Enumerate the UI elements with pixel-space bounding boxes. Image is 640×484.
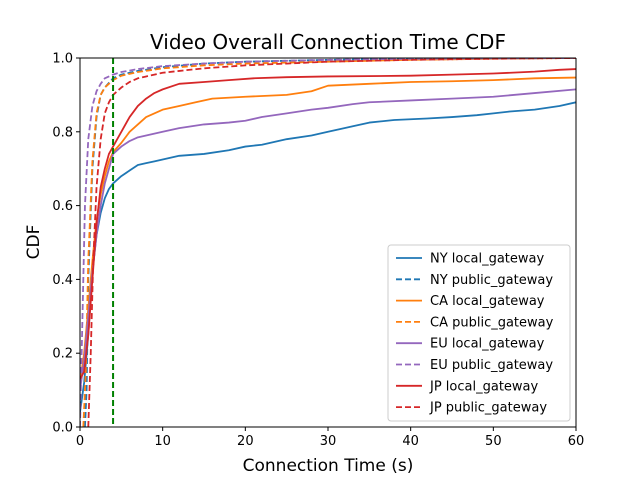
- series-line-6: [80, 68, 576, 380]
- legend-label-4: EU local_gateway: [430, 337, 545, 352]
- y-tick-label: 0.2: [52, 347, 73, 362]
- legend-label-1: NY public_gateway: [430, 273, 553, 288]
- legend-label-2: CA local_gateway: [430, 294, 545, 309]
- legend-label-3: CA public_gateway: [430, 315, 554, 330]
- legend: NY local_gateway NY public_gateway CA loca…: [387, 244, 571, 422]
- y-tick-label: 0.8: [52, 125, 73, 140]
- y-tick-label: 0.0: [52, 421, 73, 436]
- x-tick-label: 50: [485, 434, 502, 449]
- legend-label-0: NY local_gateway: [430, 252, 545, 267]
- legend-label-6: JP local_gateway: [429, 379, 539, 394]
- x-tick-label: 30: [320, 434, 337, 449]
- chart-title: Video Overall Connection Time CDF: [150, 30, 506, 54]
- legend-label-5: EU public_gateway: [430, 358, 553, 373]
- legend-label-7: JP public_gateway: [429, 401, 547, 416]
- y-tick-label: 0.6: [52, 199, 73, 214]
- y-tick-label: 1.0: [52, 52, 73, 67]
- series-layer: [80, 58, 576, 427]
- series-line-5: [80, 58, 576, 427]
- x-axis-ticks: 0 10 20 30 40 50 60: [76, 427, 584, 449]
- legend-box: [387, 244, 571, 422]
- x-tick-label: 0: [76, 434, 84, 449]
- x-tick-label: 20: [237, 434, 254, 449]
- x-tick-label: 60: [568, 434, 585, 449]
- series-line-0: [80, 101, 576, 413]
- x-tick-label: 10: [154, 434, 171, 449]
- y-tick-label: 0.4: [52, 273, 73, 288]
- x-tick-label: 40: [402, 434, 419, 449]
- y-axis-label: CDF: [24, 225, 44, 260]
- y-axis-ticks: 0.0 0.2 0.4 0.6 0.8 1.0: [52, 52, 80, 436]
- x-axis-label: Connection Time (s): [243, 456, 414, 476]
- series-line-7: [87, 58, 576, 427]
- series-line-4: [80, 88, 576, 391]
- series-line-3: [82, 58, 576, 427]
